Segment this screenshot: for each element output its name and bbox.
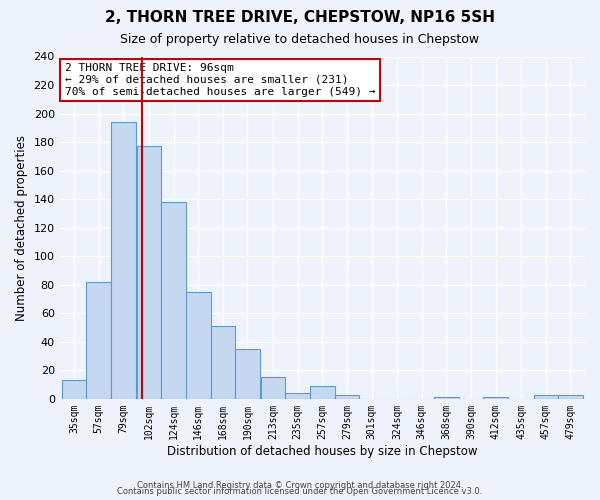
Text: Size of property relative to detached houses in Chepstow: Size of property relative to detached ho… — [121, 32, 479, 46]
Bar — [62, 380, 86, 399]
X-axis label: Distribution of detached houses by size in Chepstow: Distribution of detached houses by size … — [167, 444, 478, 458]
Text: Contains HM Land Registry data © Crown copyright and database right 2024.: Contains HM Land Registry data © Crown c… — [137, 481, 463, 490]
Bar — [137, 146, 161, 399]
Bar — [310, 386, 335, 399]
Bar — [434, 398, 458, 399]
Bar — [235, 349, 260, 399]
Bar — [335, 394, 359, 399]
Bar — [161, 202, 186, 399]
Bar — [86, 282, 111, 399]
Y-axis label: Number of detached properties: Number of detached properties — [15, 134, 28, 320]
Bar — [533, 394, 558, 399]
Text: 2, THORN TREE DRIVE, CHEPSTOW, NP16 5SH: 2, THORN TREE DRIVE, CHEPSTOW, NP16 5SH — [105, 10, 495, 25]
Bar — [558, 394, 583, 399]
Text: Contains public sector information licensed under the Open Government Licence v3: Contains public sector information licen… — [118, 488, 482, 496]
Bar — [186, 292, 211, 399]
Text: 2 THORN TREE DRIVE: 96sqm
← 29% of detached houses are smaller (231)
70% of semi: 2 THORN TREE DRIVE: 96sqm ← 29% of detac… — [65, 64, 376, 96]
Bar — [483, 398, 508, 399]
Bar — [111, 122, 136, 399]
Bar — [286, 393, 310, 399]
Bar — [261, 378, 286, 399]
Bar — [211, 326, 235, 399]
